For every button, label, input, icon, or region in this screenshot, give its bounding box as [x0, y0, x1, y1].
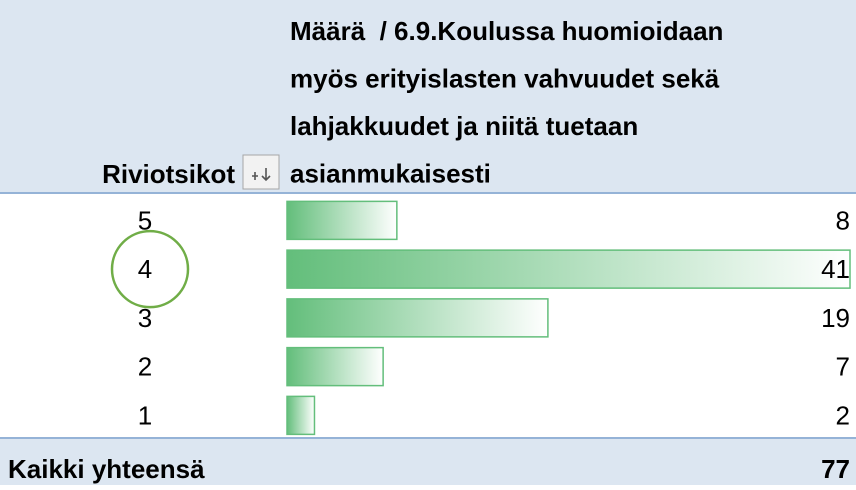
value-header-line: lahjakkuudet ja niitä tuetaan	[290, 111, 638, 141]
row-value: 2	[836, 400, 850, 430]
filter-button[interactable]	[242, 154, 280, 190]
row-label-header: Riviotsikot	[102, 159, 235, 189]
data-bar	[286, 395, 316, 436]
total-value: 77	[821, 454, 850, 484]
value-header-line: asianmukaisesti	[290, 159, 491, 189]
data-bar	[286, 298, 549, 338]
row-value: 8	[836, 205, 850, 235]
row-label: 5	[138, 205, 152, 235]
data-bar	[286, 346, 384, 387]
highlight-circle	[110, 229, 190, 309]
row-label: 3	[138, 303, 152, 333]
total-label: Kaikki yhteensä	[8, 454, 205, 484]
row-label: 1	[138, 400, 152, 430]
value-header-line: Määrä / 6.9.Koulussa huomioidaan	[290, 16, 723, 46]
row-label: 4	[138, 254, 152, 284]
row-value: 7	[836, 352, 850, 382]
data-bar	[286, 200, 398, 241]
row-value: 41	[821, 254, 850, 284]
data-bar	[286, 249, 851, 289]
header-band	[0, 0, 856, 193]
row-label: 2	[138, 352, 152, 382]
total-band	[0, 438, 856, 485]
row-value: 19	[821, 303, 850, 333]
value-header-line: myös erityislasten vahvuudet sekä	[290, 64, 720, 94]
